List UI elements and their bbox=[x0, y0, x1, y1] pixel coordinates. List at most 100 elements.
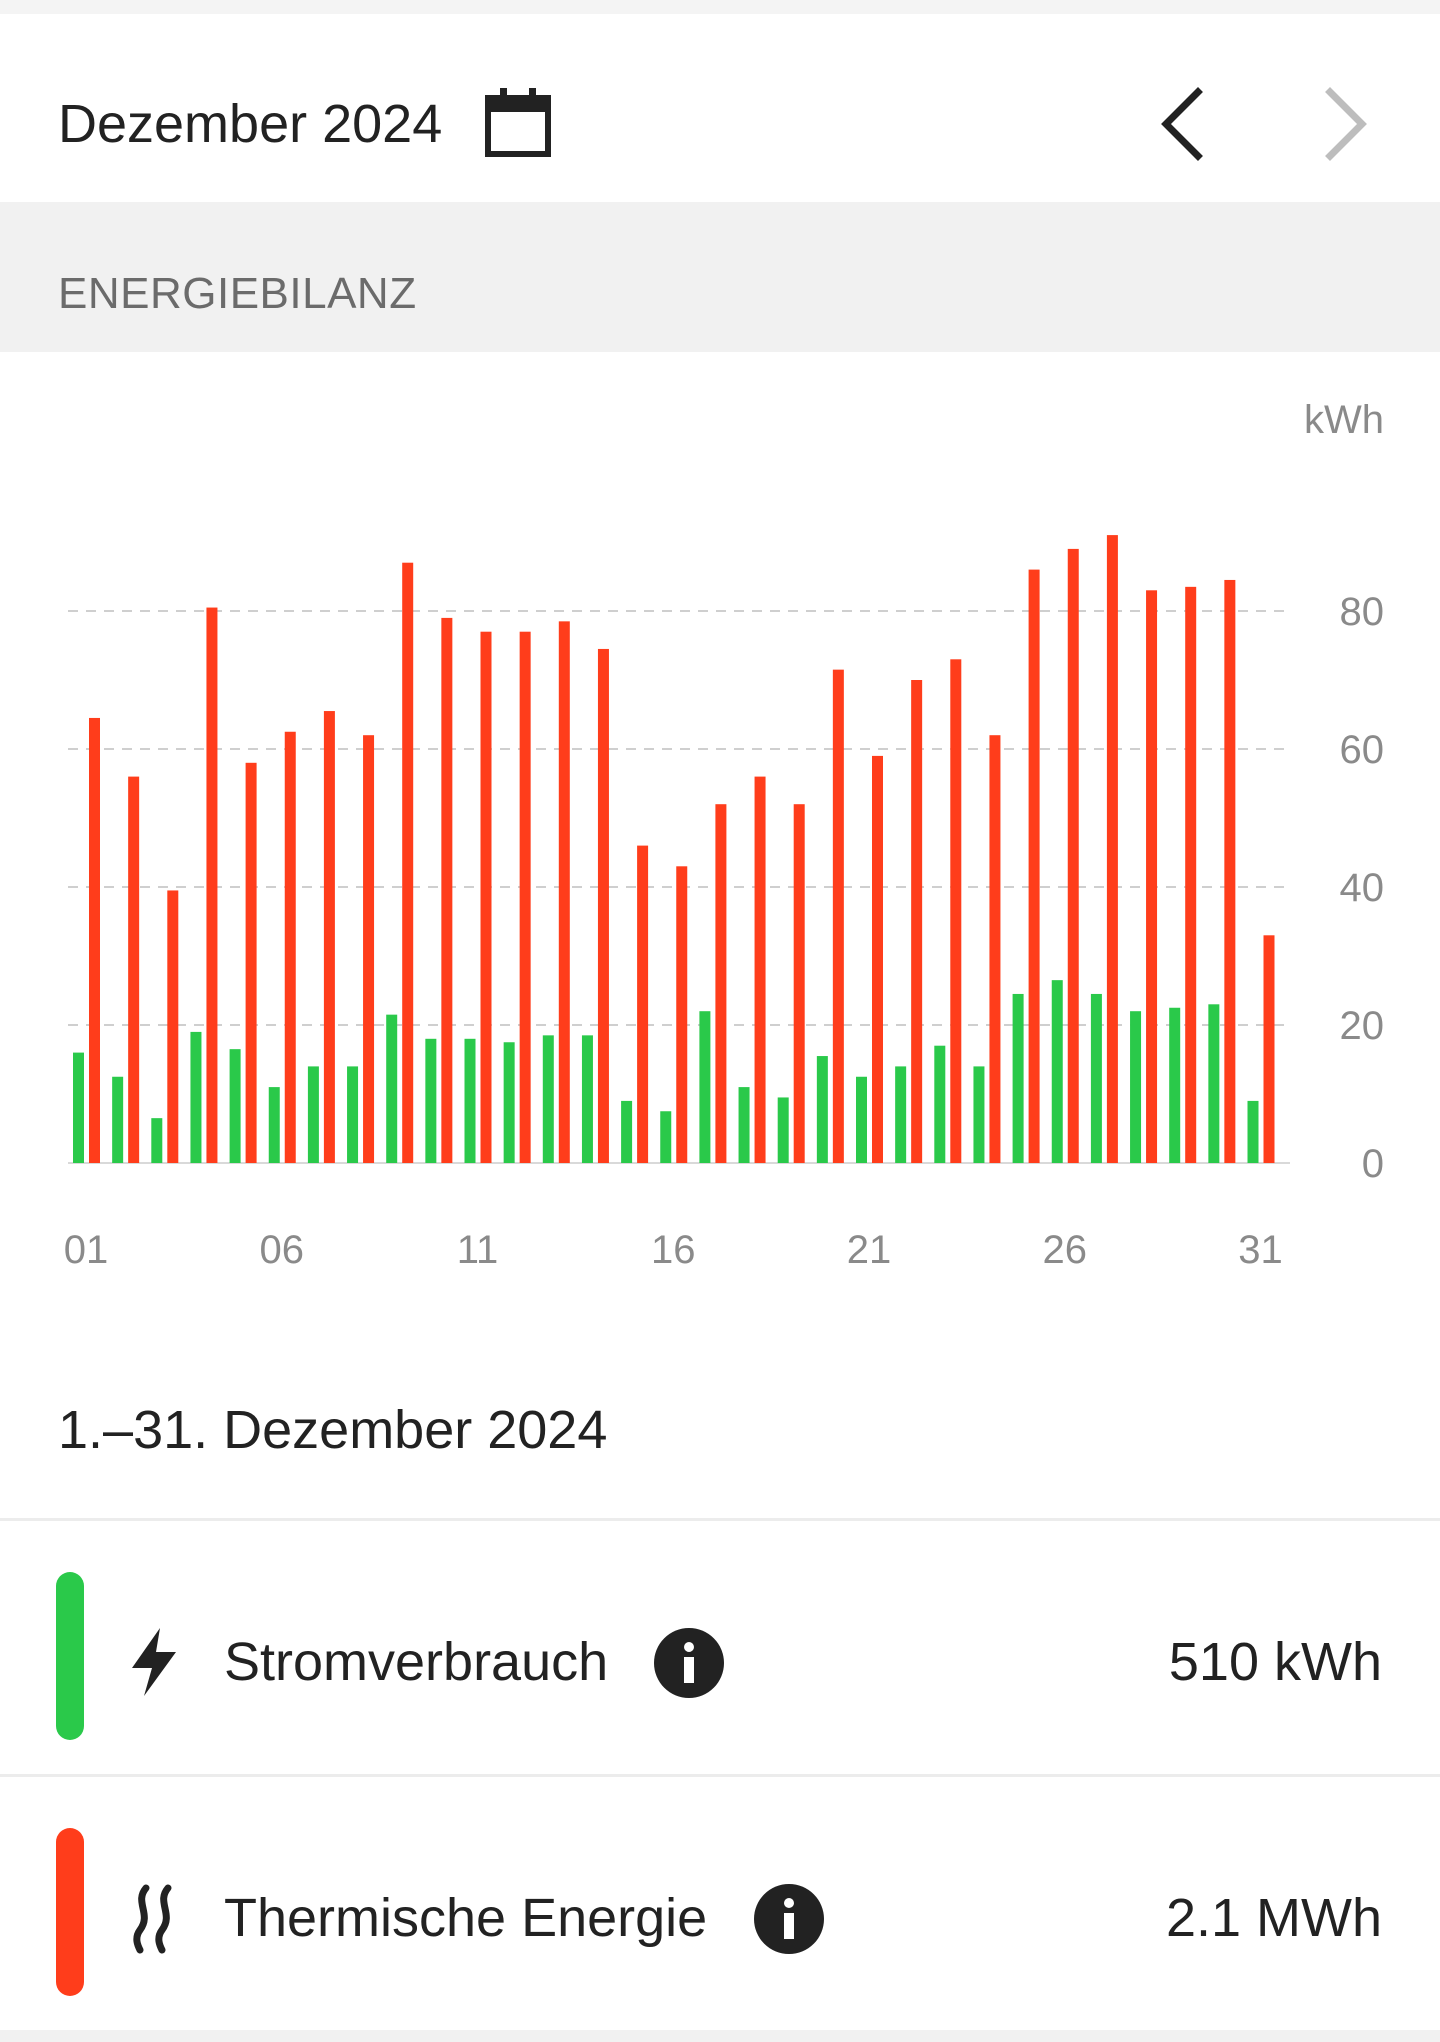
bar-stromverbrauch bbox=[581, 1035, 593, 1163]
bar-thermische-energie bbox=[832, 669, 844, 1163]
bar-stromverbrauch bbox=[503, 1042, 515, 1163]
bar-stromverbrauch bbox=[229, 1049, 241, 1163]
bar-stromverbrauch bbox=[738, 1087, 750, 1163]
bar-thermische-energie bbox=[519, 631, 531, 1163]
summary-row-electricity[interactable]: Stromverbrauch 510 kWh bbox=[0, 1520, 1440, 1774]
date-range-label: 1.–31. Dezember 2024 bbox=[58, 1400, 608, 1460]
bar-thermische-energie bbox=[89, 717, 100, 1163]
bottom-band bbox=[0, 2030, 1440, 2042]
y-tick-label: 80 bbox=[1340, 590, 1385, 634]
divider bbox=[0, 1774, 1440, 1777]
bar-stromverbrauch bbox=[1208, 1004, 1220, 1163]
energy-bar-chart: 0 20 40 60 80 01 06 11 16 21 26 31 bbox=[64, 535, 1385, 1272]
bar-thermische-energie bbox=[558, 621, 570, 1163]
divider bbox=[0, 1518, 1440, 1521]
bar-stromverbrauch bbox=[1012, 993, 1024, 1163]
y-axis-unit: kWh bbox=[1304, 398, 1384, 442]
bar-thermische-energie bbox=[245, 762, 257, 1163]
bar-stromverbrauch bbox=[112, 1076, 124, 1163]
bar-stromverbrauch bbox=[386, 1014, 398, 1163]
bar-thermische-energie bbox=[128, 776, 140, 1163]
bar-stromverbrauch bbox=[699, 1011, 711, 1163]
bar-stromverbrauch bbox=[1169, 1007, 1181, 1163]
summary-value: 510 kWh bbox=[1168, 1632, 1382, 1692]
y-tick-labels: 0 20 40 60 80 bbox=[1340, 590, 1385, 1186]
x-tick-label: 21 bbox=[847, 1228, 892, 1272]
bar-stromverbrauch bbox=[347, 1066, 359, 1163]
y-tick-label: 40 bbox=[1340, 866, 1385, 910]
bar-thermische-energie bbox=[1106, 535, 1118, 1163]
bar-stromverbrauch bbox=[425, 1038, 437, 1163]
bar-stromverbrauch bbox=[660, 1111, 672, 1163]
bar-stromverbrauch bbox=[307, 1066, 319, 1163]
info-icon[interactable] bbox=[754, 1884, 824, 1954]
bar-thermische-energie bbox=[1185, 586, 1197, 1163]
x-tick-labels: 01 06 11 16 21 26 31 bbox=[64, 1228, 1283, 1272]
x-tick-label: 01 bbox=[64, 1228, 109, 1272]
bar-stromverbrauch bbox=[1247, 1100, 1259, 1163]
section-header bbox=[0, 202, 1440, 352]
month-header: Dezember 2024 bbox=[0, 14, 1440, 202]
section-title: ENERGIEBILANZ bbox=[58, 269, 417, 318]
bar-thermische-energie bbox=[911, 680, 923, 1163]
bar-thermische-energie bbox=[872, 755, 883, 1163]
bar-stromverbrauch bbox=[816, 1056, 828, 1163]
bar-thermische-energie bbox=[1028, 569, 1040, 1163]
bar-stromverbrauch bbox=[973, 1066, 985, 1163]
bar-stromverbrauch bbox=[856, 1076, 867, 1163]
x-tick-label: 16 bbox=[651, 1228, 696, 1272]
bar-stromverbrauch bbox=[190, 1031, 202, 1163]
bar-thermische-energie bbox=[402, 562, 414, 1163]
energy-card bbox=[0, 352, 1440, 2030]
bar-stromverbrauch bbox=[1130, 1011, 1142, 1163]
heat-waves-icon bbox=[133, 1884, 172, 1954]
y-tick-label: 0 bbox=[1362, 1142, 1384, 1186]
series-color-swatch bbox=[56, 1828, 84, 1996]
bar-stromverbrauch bbox=[542, 1035, 554, 1163]
summary-label: Thermische Energie bbox=[224, 1888, 708, 1948]
bar-thermische-energie bbox=[1224, 579, 1236, 1163]
bar-stromverbrauch bbox=[1090, 993, 1102, 1163]
bar-thermische-energie bbox=[1146, 590, 1158, 1163]
bar-stromverbrauch bbox=[73, 1052, 84, 1163]
x-tick-label: 06 bbox=[260, 1228, 305, 1272]
bar-thermische-energie bbox=[323, 711, 335, 1163]
bar-stromverbrauch bbox=[934, 1045, 946, 1163]
x-tick-label: 11 bbox=[457, 1228, 499, 1272]
bar-thermische-energie bbox=[793, 804, 805, 1163]
x-tick-label: 31 bbox=[1238, 1228, 1283, 1272]
bar-thermische-energie bbox=[441, 617, 453, 1163]
bar-stromverbrauch bbox=[151, 1118, 163, 1163]
series-color-swatch bbox=[56, 1572, 84, 1740]
summary-value: 2.1 MWh bbox=[1165, 1888, 1382, 1948]
x-tick-label: 26 bbox=[1043, 1228, 1088, 1272]
bar-stromverbrauch bbox=[1051, 980, 1063, 1163]
bar-thermische-energie bbox=[480, 631, 492, 1163]
bar-thermische-energie bbox=[167, 890, 179, 1163]
y-tick-label: 20 bbox=[1340, 1004, 1385, 1048]
bar-thermische-energie bbox=[989, 735, 1001, 1163]
month-title[interactable]: Dezember 2024 bbox=[58, 94, 443, 154]
bar-thermische-energie bbox=[637, 845, 649, 1163]
lightning-icon bbox=[132, 1628, 176, 1696]
bar-thermische-energie bbox=[676, 866, 688, 1163]
bar-thermische-energie bbox=[1067, 548, 1079, 1163]
bar-thermische-energie bbox=[284, 731, 296, 1163]
y-tick-label: 60 bbox=[1340, 728, 1385, 772]
bar-thermische-energie bbox=[754, 776, 766, 1163]
bar-thermische-energie bbox=[1263, 935, 1275, 1163]
bar-thermische-energie bbox=[597, 648, 609, 1163]
bar-stromverbrauch bbox=[464, 1038, 476, 1163]
bar-thermische-energie bbox=[950, 659, 962, 1163]
bar-thermische-energie bbox=[715, 804, 727, 1163]
chart-bars bbox=[73, 535, 1275, 1163]
next-month-button[interactable] bbox=[1300, 82, 1384, 166]
previous-month-button[interactable] bbox=[1144, 82, 1228, 166]
bar-thermische-energie bbox=[363, 735, 375, 1163]
bar-stromverbrauch bbox=[777, 1097, 789, 1163]
summary-row-thermal[interactable]: Thermische Energie 2.1 MWh bbox=[0, 1776, 1440, 2030]
bar-stromverbrauch bbox=[268, 1087, 280, 1163]
calendar-icon[interactable] bbox=[484, 86, 552, 158]
info-icon[interactable] bbox=[654, 1628, 724, 1698]
bar-stromverbrauch bbox=[895, 1066, 907, 1163]
